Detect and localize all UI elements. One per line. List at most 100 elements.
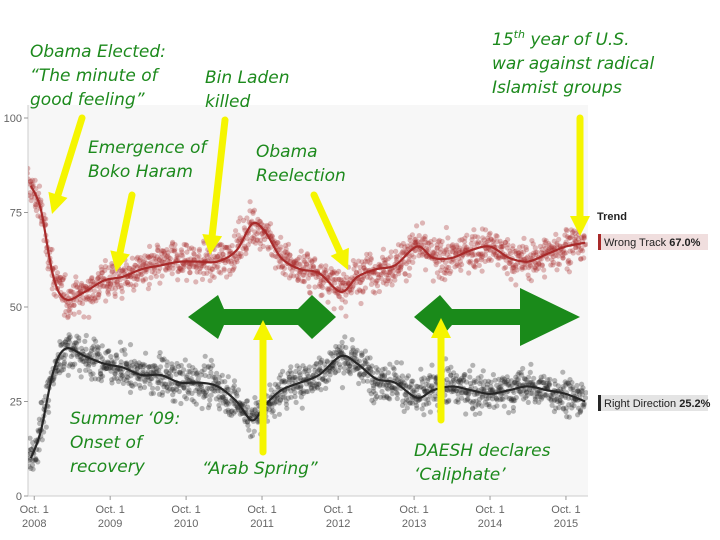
point-0 xyxy=(243,245,249,251)
point-0 xyxy=(382,260,388,266)
point-0 xyxy=(204,270,210,276)
point-0 xyxy=(302,259,308,265)
point-1 xyxy=(79,355,85,361)
point-0 xyxy=(361,265,367,271)
point-1 xyxy=(91,336,97,342)
point-0 xyxy=(96,274,102,280)
point-0 xyxy=(283,242,289,248)
point-1 xyxy=(205,405,211,411)
point-1 xyxy=(172,365,178,371)
point-0 xyxy=(458,267,464,273)
point-0 xyxy=(417,249,423,255)
point-1 xyxy=(109,377,115,383)
point-0 xyxy=(243,246,249,252)
point-0 xyxy=(238,251,244,257)
point-0 xyxy=(111,281,117,287)
point-0 xyxy=(573,244,579,250)
point-1 xyxy=(398,360,404,366)
point-0 xyxy=(166,254,172,261)
point-0 xyxy=(567,248,573,254)
point-0 xyxy=(495,262,501,268)
point-0 xyxy=(432,249,438,255)
point-0 xyxy=(364,274,370,280)
point-1 xyxy=(244,398,250,404)
point-0 xyxy=(315,273,321,280)
point-0 xyxy=(434,259,440,265)
point-0 xyxy=(224,244,230,250)
point-0 xyxy=(211,274,217,280)
point-0 xyxy=(513,248,519,254)
point-0 xyxy=(430,250,436,256)
annotation-arab-spring: “Arab Spring” xyxy=(202,459,318,479)
point-0 xyxy=(68,289,74,295)
point-1 xyxy=(156,380,162,386)
point-1 xyxy=(324,359,331,365)
point-0 xyxy=(340,280,346,286)
point-1 xyxy=(429,362,435,368)
point-1 xyxy=(528,361,534,367)
point-0 xyxy=(304,252,310,258)
point-0 xyxy=(255,216,261,222)
point-0 xyxy=(389,282,395,288)
point-0 xyxy=(360,289,366,295)
point-0 xyxy=(411,254,417,260)
point-0 xyxy=(575,250,582,256)
point-1 xyxy=(90,371,96,377)
point-0 xyxy=(159,273,165,279)
point-1 xyxy=(213,378,219,384)
point-0 xyxy=(285,241,292,247)
point-1 xyxy=(61,359,67,365)
point-0 xyxy=(61,275,67,281)
point-0 xyxy=(166,265,172,271)
point-0 xyxy=(413,240,419,247)
point-0 xyxy=(219,247,225,253)
point-0 xyxy=(573,245,579,251)
point-0 xyxy=(77,297,83,303)
point-0 xyxy=(443,270,449,276)
point-0 xyxy=(549,257,555,263)
annotation-line: war against radical xyxy=(492,54,654,74)
point-0 xyxy=(362,258,368,264)
point-0 xyxy=(28,181,33,187)
point-1 xyxy=(171,388,177,394)
point-0 xyxy=(80,285,86,291)
point-0 xyxy=(276,258,282,264)
point-0 xyxy=(360,288,366,294)
point-1 xyxy=(138,376,144,382)
point-1 xyxy=(163,369,169,375)
legend-swatch xyxy=(598,395,601,411)
point-0 xyxy=(244,215,250,221)
point-1 xyxy=(108,354,114,360)
annotation-line: Summer ‘09: xyxy=(70,409,180,429)
point-1 xyxy=(92,376,98,382)
point-0 xyxy=(267,221,274,227)
point-0 xyxy=(357,264,363,270)
point-1 xyxy=(208,365,214,371)
point-1 xyxy=(161,384,167,390)
point-1 xyxy=(246,427,252,433)
point-0 xyxy=(310,271,316,278)
point-0 xyxy=(112,291,118,297)
point-0 xyxy=(546,242,552,248)
point-0 xyxy=(264,222,270,229)
point-0 xyxy=(390,272,396,278)
point-1 xyxy=(39,437,45,443)
point-0 xyxy=(476,251,482,257)
point-0 xyxy=(60,276,66,282)
point-0 xyxy=(209,266,216,272)
point-0 xyxy=(307,272,313,278)
point-0 xyxy=(539,262,546,269)
point-0 xyxy=(237,236,243,242)
point-0 xyxy=(138,255,144,261)
point-1 xyxy=(86,359,92,365)
point-0 xyxy=(93,298,99,304)
point-0 xyxy=(124,279,130,285)
point-0 xyxy=(193,264,199,270)
point-0 xyxy=(60,277,66,283)
point-0 xyxy=(140,278,146,284)
point-0 xyxy=(226,259,232,265)
point-0 xyxy=(59,283,65,289)
point-1 xyxy=(206,402,212,408)
point-0 xyxy=(447,270,453,276)
point-0 xyxy=(129,267,135,273)
